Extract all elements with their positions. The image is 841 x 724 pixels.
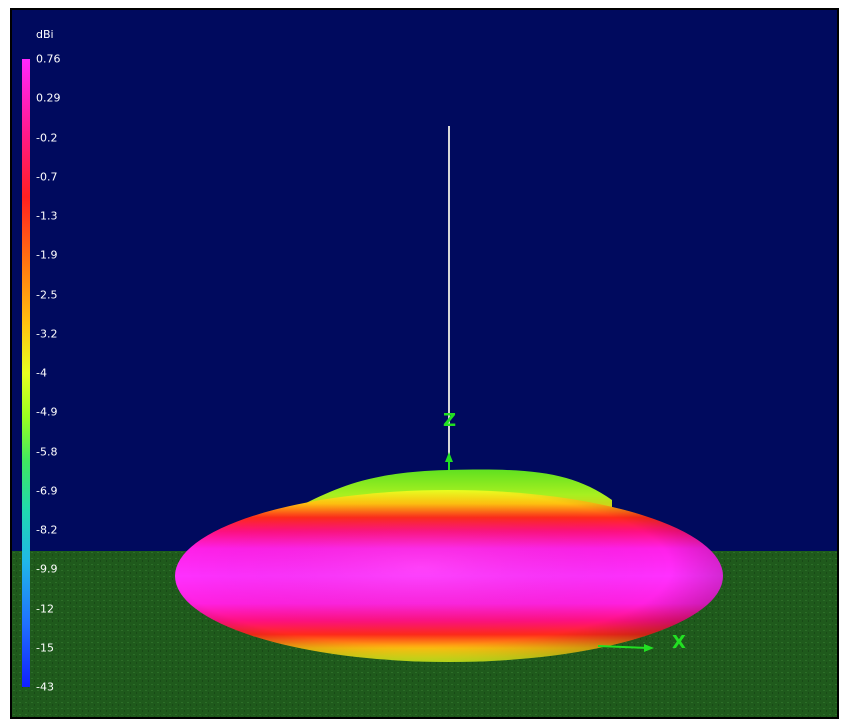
x-axis-line: [597, 645, 649, 649]
z-axis-arrow: [445, 452, 453, 462]
legend-tick-label: -1.9: [36, 248, 58, 262]
legend-tick-label: 0.76: [36, 52, 61, 66]
x-axis-label: X: [672, 632, 686, 653]
legend-unit-label: dBi: [36, 28, 54, 41]
radiation-pattern-scene[interactable]: Z X: [12, 10, 837, 717]
x-axis-arrow: [644, 644, 654, 652]
legend-tick-label: -8.2: [36, 523, 58, 537]
legend-tick-label: -5.8: [36, 445, 58, 458]
legend-tick-label: -1.3: [36, 209, 58, 223]
z-axis-label: Z: [443, 410, 456, 431]
legend-tick-label: -12: [36, 602, 54, 615]
legend-tick-label: -15: [36, 641, 54, 655]
legend-tick-label: -9.9: [36, 562, 58, 576]
legend-tick-label: -43: [36, 680, 54, 694]
color-scale-bar: [22, 59, 30, 687]
legend-tick-label: -3.2: [36, 327, 58, 341]
legend-tick-label: -0.2: [36, 131, 58, 144]
legend-tick-label: -6.9: [36, 484, 58, 498]
legend-tick-label: -2.5: [36, 288, 58, 301]
legend-tick-label: 0.29: [36, 91, 61, 105]
legend-tick-label: -0.7: [36, 170, 58, 184]
3d-viewport[interactable]: Z X dBi 0.76 0.29 -0.2 -0.7 -1.3 -1.9 -2.5 -3.2…: [10, 8, 839, 719]
legend-tick-label: -4.9: [36, 405, 58, 419]
legend-tick-label: -4: [36, 366, 47, 380]
